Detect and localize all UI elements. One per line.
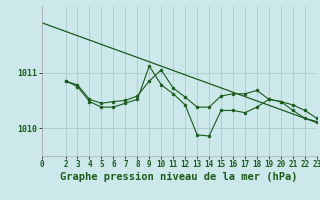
X-axis label: Graphe pression niveau de la mer (hPa): Graphe pression niveau de la mer (hPa) [60, 172, 298, 182]
